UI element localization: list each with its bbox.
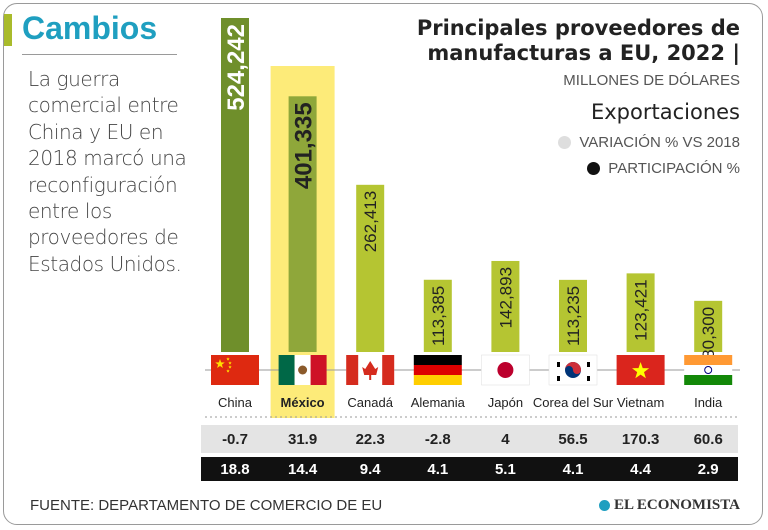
participation-value: 4.1: [563, 461, 584, 478]
bar-value-label: 113,235: [564, 286, 583, 346]
bar-value-label: 123,421: [632, 279, 651, 340]
variation-value: 31.9: [288, 431, 317, 448]
bar-value-label: 401,335: [291, 102, 318, 189]
flag-canadá-icon: [346, 355, 395, 385]
variation-value: 170.3: [622, 431, 660, 448]
legend-label-participation: PARTICIPACIÓN %: [608, 160, 740, 177]
variation-value: -2.8: [425, 431, 451, 448]
flag-star: [632, 362, 650, 379]
bar-corea-del-sur: [559, 279, 587, 352]
variation-value: 4: [501, 431, 510, 448]
participation-value: 14.4: [288, 461, 318, 478]
bar-value-label: 524,242: [223, 24, 250, 111]
legend-dot-participation-icon: [587, 162, 601, 175]
flag-alemania-icon: [413, 355, 462, 385]
flag-corea-del-sur-icon: [548, 354, 598, 386]
flag-part: [413, 365, 462, 375]
brand-name: EL ECONOMISTA: [614, 497, 740, 513]
flag-taeguk-red: [565, 362, 581, 374]
section-title: Cambios: [22, 10, 158, 46]
flag-trigram: [557, 376, 560, 381]
bar-value-label: 80,300: [699, 307, 718, 359]
flag-star: [226, 357, 230, 361]
unit-label: MILLONES DE DÓLARES: [563, 72, 740, 89]
brand-mark-icon: [599, 500, 610, 511]
flag-chakra: [704, 366, 713, 374]
flag-maple-leaf: [362, 361, 379, 380]
flag-trigram: [557, 362, 560, 367]
flag-trigram: [587, 362, 590, 367]
chart-title: Principales proveedores de manufacturas …: [417, 16, 740, 66]
legend-item-participation: PARTICIPACIÓN %: [587, 160, 740, 177]
category-label: Japón: [488, 395, 523, 410]
flag-vietnam-icon: [616, 355, 665, 385]
bar-value-label: 142,893: [496, 267, 515, 328]
flag-part: [684, 375, 733, 385]
flag-part: [413, 375, 462, 385]
bar-méxico: [288, 96, 317, 352]
participation-value: 5.1: [495, 461, 516, 478]
participation-value: 18.8: [220, 461, 249, 478]
legend-label-variation: VARIACIÓN % VS 2018: [579, 134, 740, 151]
bar-alemania: [423, 279, 452, 352]
bar-value-label: 113,385: [429, 286, 448, 346]
category-label: India: [694, 395, 723, 410]
participation-value: 9.4: [360, 461, 382, 478]
flag-méxico-icon: [278, 355, 327, 385]
chart-title-line-2: manufacturas a EU, 2022 |: [427, 41, 740, 65]
bar-japón: [491, 260, 520, 352]
intro-text: La guerra comercial entre China y EU en …: [28, 67, 187, 276]
flag-star: [215, 359, 225, 369]
category-label: Vietnam: [617, 395, 664, 410]
participation-value: 4.1: [427, 461, 448, 478]
category-label: Alemania: [411, 395, 466, 410]
bar-vietnam: [626, 273, 655, 352]
section-title-rule: [22, 54, 177, 55]
flag-part: [413, 355, 462, 365]
section-accent-bar: [4, 14, 12, 46]
bar-canadá: [356, 184, 385, 352]
flag-part: [346, 355, 359, 385]
flag-part: [211, 355, 259, 385]
category-label: México: [281, 395, 325, 410]
legend-item-variation: VARIACIÓN % VS 2018: [558, 134, 740, 151]
flag-trigram: [587, 376, 590, 381]
variation-value: 60.6: [694, 431, 723, 448]
flag-part: [382, 355, 395, 385]
legend-dot-variation-icon: [558, 136, 572, 149]
flag-star: [226, 369, 230, 373]
bar-value-label: 262,413: [361, 191, 380, 252]
flag-india-icon: [684, 355, 733, 385]
flag-star: [228, 365, 232, 369]
category-label: China: [218, 395, 253, 410]
bar-china: [221, 18, 249, 352]
flag-part: [310, 355, 327, 385]
participation-value: 4.4: [630, 461, 652, 478]
chart-title-line-1: Principales proveedores de: [416, 16, 740, 40]
brand-logo: EL ECONOMISTA: [599, 497, 740, 514]
participation-row-background: [201, 457, 738, 481]
category-label: Canadá: [347, 395, 393, 410]
flag-part: [278, 355, 295, 385]
flag-emblem: [298, 365, 308, 375]
bar-india: [694, 300, 723, 352]
flag-part: [684, 365, 733, 375]
flag-sun: [497, 362, 514, 378]
variation-value: 22.3: [356, 431, 385, 448]
participation-value: 2.9: [698, 461, 719, 478]
source-note: FUENTE: DEPARTAMENTO DE COMERCIO DE EU: [30, 497, 383, 514]
variation-value: -0.7: [222, 431, 248, 448]
variation-value: 56.5: [558, 431, 587, 448]
flag-part: [684, 355, 733, 365]
flag-star: [228, 361, 232, 365]
category-label: Corea del Sur: [533, 395, 614, 410]
flag-china-icon: [211, 355, 259, 385]
legend-title: Exportaciones: [590, 100, 740, 124]
flag-japón-icon: [481, 354, 530, 386]
variation-row-background: [201, 425, 738, 453]
